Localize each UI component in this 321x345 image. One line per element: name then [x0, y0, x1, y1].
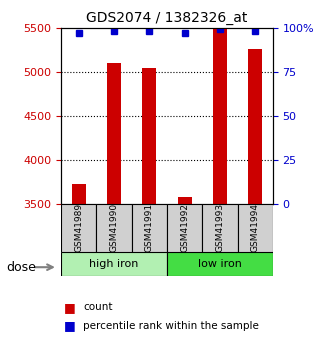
Bar: [238, 204, 273, 252]
Text: count: count: [83, 302, 113, 312]
Bar: [61, 204, 96, 252]
Text: ■: ■: [64, 300, 76, 314]
Text: GSM41993: GSM41993: [215, 203, 224, 252]
Title: GDS2074 / 1382326_at: GDS2074 / 1382326_at: [86, 11, 247, 25]
Text: GSM41994: GSM41994: [251, 203, 260, 252]
Text: high iron: high iron: [89, 259, 139, 269]
Bar: [132, 204, 167, 252]
Text: dose: dose: [6, 261, 36, 274]
Text: GSM41992: GSM41992: [180, 203, 189, 252]
Bar: [167, 204, 202, 252]
Bar: [178, 197, 192, 204]
Bar: [142, 68, 156, 204]
Text: low iron: low iron: [198, 259, 242, 269]
Bar: [96, 204, 132, 252]
Text: percentile rank within the sample: percentile rank within the sample: [83, 321, 259, 331]
Bar: [61, 252, 167, 276]
Text: GSM41989: GSM41989: [74, 203, 83, 252]
Text: GSM41990: GSM41990: [109, 203, 118, 252]
Bar: [167, 252, 273, 276]
Bar: [202, 204, 238, 252]
Bar: [248, 49, 262, 204]
Text: GSM41991: GSM41991: [145, 203, 154, 252]
Bar: [72, 184, 86, 204]
Text: ■: ■: [64, 319, 76, 333]
Bar: [213, 29, 227, 204]
Bar: [107, 63, 121, 204]
